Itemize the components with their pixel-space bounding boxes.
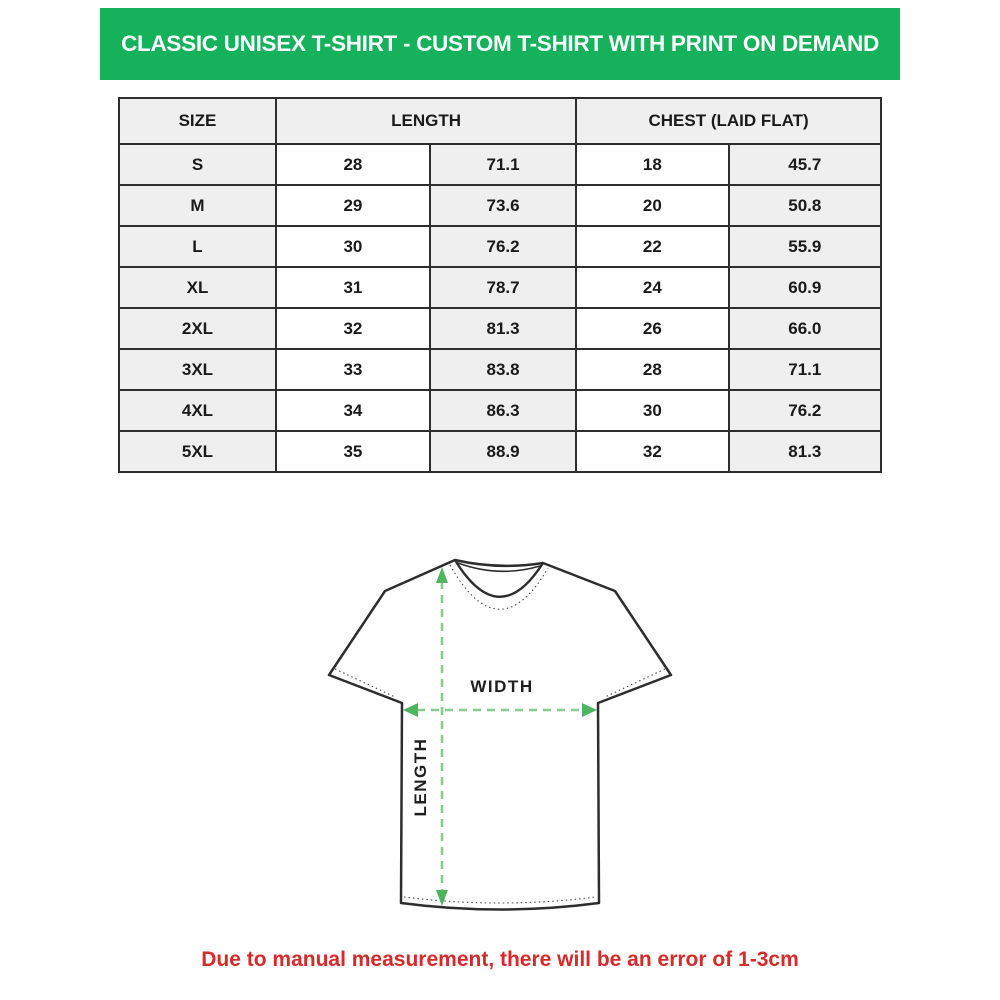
table-row: 3XL 33 83.8 28 71.1 — [118, 348, 883, 391]
left-sleeve-stitch — [334, 668, 396, 698]
measurement-cell: 35 — [274, 430, 431, 473]
measurement-cell: 45.7 — [727, 143, 883, 186]
measurement-cell: 78.7 — [428, 266, 578, 309]
measurement-cell: 73.6 — [428, 184, 578, 227]
measurement-cell: 81.3 — [727, 430, 883, 473]
table-row: XL 31 78.7 24 60.9 — [118, 266, 883, 309]
tshirt-body-outline — [327, 558, 673, 911]
measurement-cell: 55.9 — [727, 225, 883, 268]
measurement-cell: 76.2 — [727, 389, 883, 432]
tshirt-outline-svg: WIDTH LENGTH — [327, 558, 673, 911]
measurement-cell: 33 — [274, 348, 431, 391]
measurement-cell: 20 — [575, 184, 730, 227]
size-cell: L — [118, 225, 277, 268]
measurement-cell: 28 — [575, 348, 730, 391]
table-row: 4XL 34 86.3 30 76.2 — [118, 389, 883, 432]
measurement-cell: 60.9 — [727, 266, 883, 309]
measurement-cell: 66.0 — [727, 307, 883, 350]
measurement-cell: 71.1 — [727, 348, 883, 391]
column-header-length: LENGTH — [274, 97, 578, 145]
size-table-body: S 28 71.1 18 45.7 M 29 73.6 20 50.8 L 30 76.2 22 55.9 X… — [118, 143, 883, 473]
measurement-cell: 50.8 — [727, 184, 883, 227]
length-label: LENGTH — [411, 738, 430, 817]
size-cell: 5XL — [118, 430, 277, 473]
collar-band-line — [457, 562, 541, 573]
length-arrowhead-bottom — [436, 890, 448, 906]
size-cell: 4XL — [118, 389, 277, 432]
measurement-cell: 28 — [274, 143, 431, 186]
measurement-cell: 18 — [575, 143, 730, 186]
title-banner: CLASSIC UNISEX T-SHIRT - CUSTOM T-SHIRT … — [100, 8, 900, 80]
width-label: WIDTH — [470, 677, 533, 696]
measurement-cell: 71.1 — [428, 143, 578, 186]
measurement-cell: 34 — [274, 389, 431, 432]
table-row: 2XL 32 81.3 26 66.0 — [118, 307, 883, 350]
collar-front-line — [453, 559, 545, 598]
measurement-cell: 32 — [274, 307, 431, 350]
table-row: S 28 71.1 18 45.7 — [118, 143, 883, 186]
size-cell: XL — [118, 266, 277, 309]
size-cell: 2XL — [118, 307, 277, 350]
table-row: 5XL 35 88.9 32 81.3 — [118, 430, 883, 473]
table-row: M 29 73.6 20 50.8 — [118, 184, 883, 227]
page-title: CLASSIC UNISEX T-SHIRT - CUSTOM T-SHIRT … — [121, 31, 879, 56]
column-header-chest: CHEST (LAID FLAT) — [575, 97, 882, 145]
tshirt-diagram: WIDTH LENGTH — [300, 540, 700, 940]
hem-stitch-line — [403, 896, 597, 904]
measurement-cell: 22 — [575, 225, 730, 268]
right-sleeve-stitch — [604, 668, 666, 698]
width-arrowhead-right — [582, 703, 597, 717]
length-arrowhead-top — [436, 567, 448, 583]
size-table: SIZE LENGTH CHEST (LAID FLAT) S 28 71.1 18 4… — [118, 97, 883, 473]
measurement-cell: 24 — [575, 266, 730, 309]
measurement-cell: 31 — [274, 266, 431, 309]
measurement-cell: 30 — [274, 225, 431, 268]
size-cell: M — [118, 184, 277, 227]
table-header-row: SIZE LENGTH CHEST (LAID FLAT) — [118, 97, 882, 145]
measurement-cell: 30 — [575, 389, 730, 432]
measurement-cell: 81.3 — [428, 307, 578, 350]
measurement-cell: 83.8 — [428, 348, 578, 391]
size-chart: SIZE LENGTH CHEST (LAID FLAT) S 28 71.1 18 4… — [118, 97, 883, 473]
size-cell: 3XL — [118, 348, 277, 391]
width-arrowhead-left — [403, 703, 418, 717]
collar-stitch-line — [449, 564, 549, 610]
size-cell: S — [118, 143, 277, 186]
column-header-size: SIZE — [118, 97, 277, 145]
measurement-cell: 29 — [274, 184, 431, 227]
measurement-cell: 76.2 — [428, 225, 578, 268]
table-row: L 30 76.2 22 55.9 — [118, 225, 883, 268]
measurement-cell: 86.3 — [428, 389, 578, 432]
measurement-disclaimer: Due to manual measurement, there will be… — [201, 948, 799, 971]
measurement-cell: 26 — [575, 307, 730, 350]
measurement-cell: 88.9 — [428, 430, 578, 473]
measurement-cell: 32 — [575, 430, 730, 473]
